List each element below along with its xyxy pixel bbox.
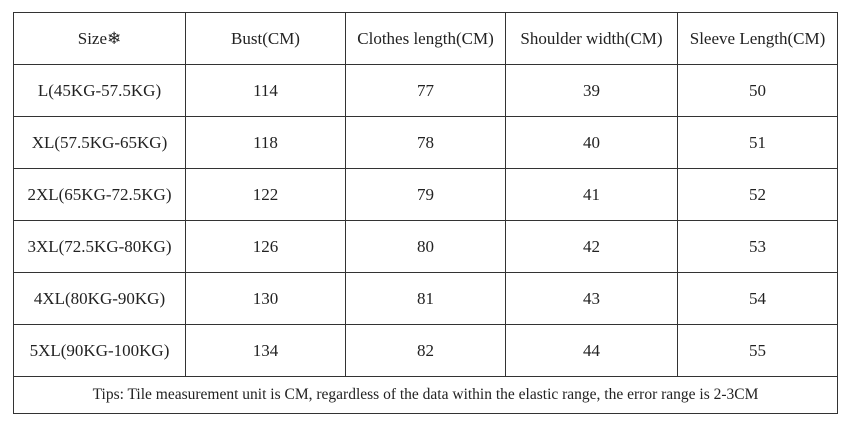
table-cell: 118 <box>185 116 346 169</box>
table-cell: 4XL(80KG-90KG) <box>13 272 186 325</box>
table-cell: 126 <box>185 220 346 273</box>
table-cell: 82 <box>345 324 506 377</box>
table-cell: 52 <box>677 168 838 221</box>
table-cell: 5XL(90KG-100KG) <box>13 324 186 377</box>
table-cell: 78 <box>345 116 506 169</box>
table-cell: 3XL(72.5KG-80KG) <box>13 220 186 273</box>
table-cell: 51 <box>677 116 838 169</box>
table-cell: 79 <box>345 168 506 221</box>
table-cell: 39 <box>505 64 678 117</box>
table-cell: 41 <box>505 168 678 221</box>
table-cell: 114 <box>185 64 346 117</box>
table-row: XL(57.5KG-65KG) 118 78 40 51 <box>13 116 838 169</box>
header-cell: Clothes length(CM) <box>345 12 506 65</box>
table-body: L(45KG-57.5KG) 114 77 39 50 XL(57.5KG-65KG) 11… <box>13 64 838 414</box>
header-cell: Size❄ <box>13 12 186 65</box>
table-cell: 2XL(65KG-72.5KG) <box>13 168 186 221</box>
table-row: 4XL(80KG-90KG) 130 81 43 54 <box>13 272 838 325</box>
table-cell: 42 <box>505 220 678 273</box>
table-row: L(45KG-57.5KG) 114 77 39 50 <box>13 64 838 117</box>
tips-row: Tips: Tile measurement unit is CM, regar… <box>13 376 838 414</box>
table-cell: L(45KG-57.5KG) <box>13 64 186 117</box>
table-cell: 122 <box>185 168 346 221</box>
size-table: Size❄ Bust(CM) Clothes length(CM) Shoulder … <box>13 12 838 414</box>
table-cell: 54 <box>677 272 838 325</box>
table-cell: 134 <box>185 324 346 377</box>
header-cell: Bust(CM) <box>185 12 346 65</box>
header-cell: Shoulder width(CM) <box>505 12 678 65</box>
table-cell: 130 <box>185 272 346 325</box>
table-cell: 77 <box>345 64 506 117</box>
table-cell: 50 <box>677 64 838 117</box>
table-cell: 40 <box>505 116 678 169</box>
table-row: 3XL(72.5KG-80KG) 126 80 42 53 <box>13 220 838 273</box>
tips-text: Tips: Tile measurement unit is CM, regar… <box>13 376 838 414</box>
header-row: Size❄ Bust(CM) Clothes length(CM) Shoulder … <box>13 12 838 65</box>
table-cell: 81 <box>345 272 506 325</box>
table-cell: 53 <box>677 220 838 273</box>
table-row: 5XL(90KG-100KG) 134 82 44 55 <box>13 324 838 377</box>
table-cell: 43 <box>505 272 678 325</box>
table-cell: 80 <box>345 220 506 273</box>
table-cell: 44 <box>505 324 678 377</box>
header-cell: Sleeve Length(CM) <box>677 12 838 65</box>
table-cell: XL(57.5KG-65KG) <box>13 116 186 169</box>
table-row: 2XL(65KG-72.5KG) 122 79 41 52 <box>13 168 838 221</box>
table-cell: 55 <box>677 324 838 377</box>
